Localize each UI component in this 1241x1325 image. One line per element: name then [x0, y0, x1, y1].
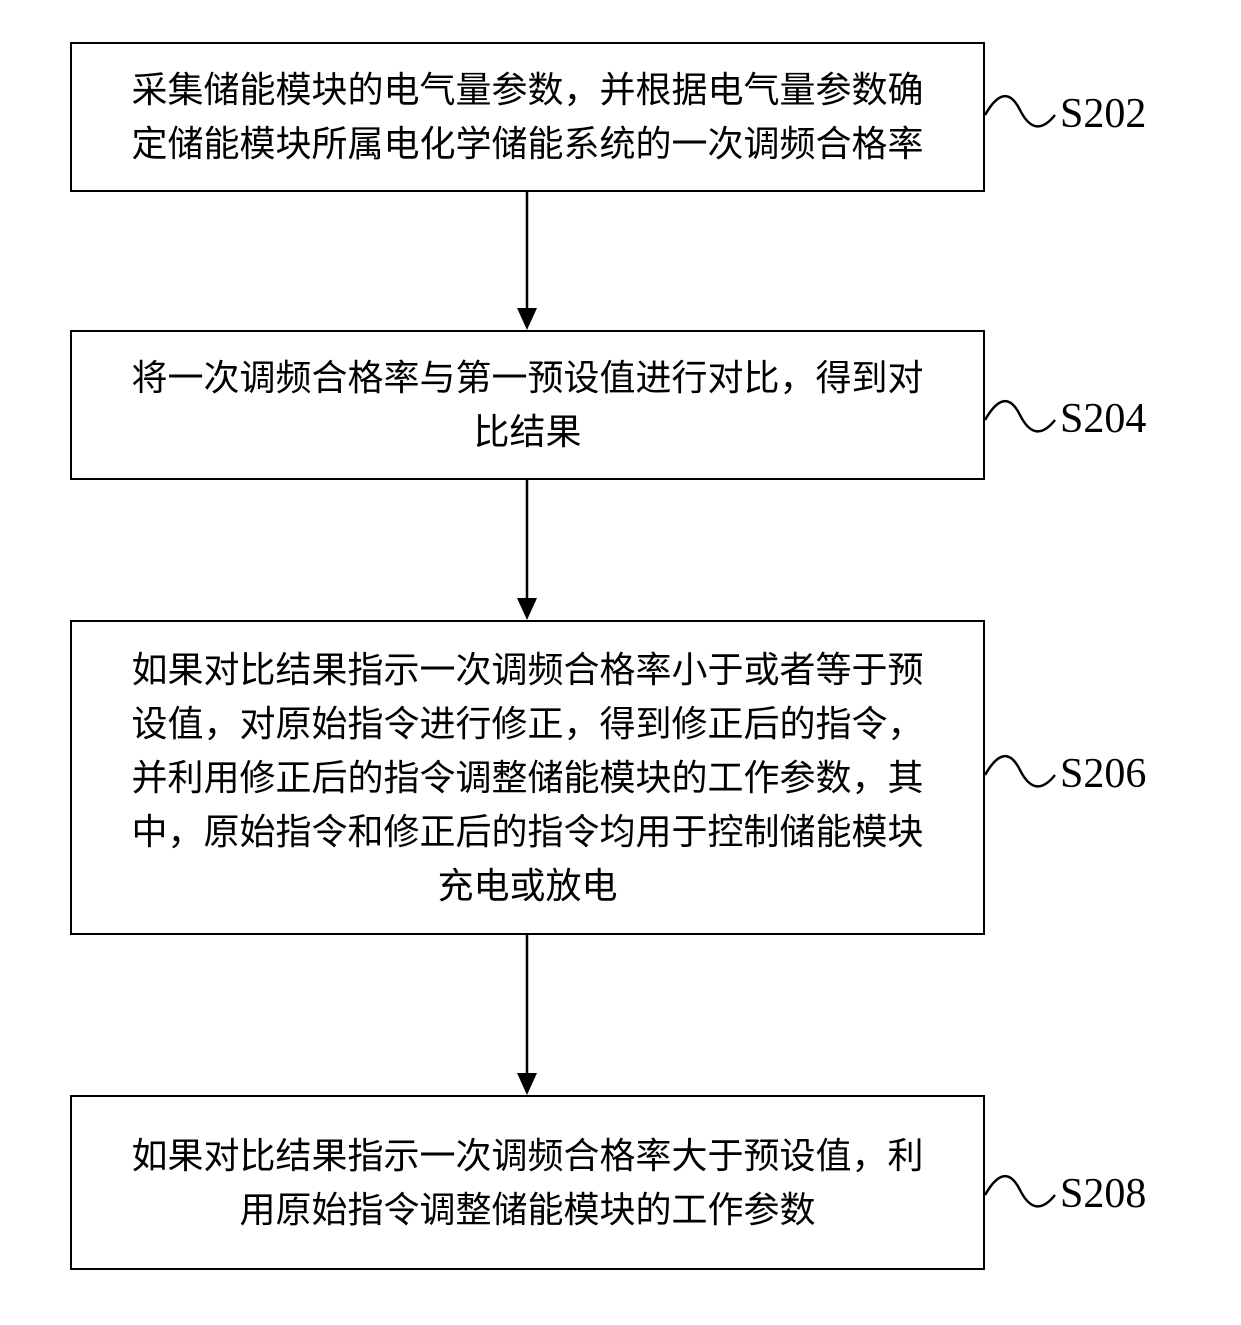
arrow-s206-s208	[517, 935, 537, 1095]
label-connector-s206	[985, 750, 1055, 800]
step-label-s204: S204	[1060, 395, 1146, 443]
label-connector-s208	[985, 1170, 1055, 1220]
step-label-s208: S208	[1060, 1170, 1146, 1218]
flowchart-node-s206: 如果对比结果指示一次调频合格率小于或者等于预 设值，对原始指令进行修正，得到修正…	[70, 620, 985, 935]
label-connector-s204	[985, 395, 1055, 445]
flowchart-node-s208: 如果对比结果指示一次调频合格率大于预设值，利 用原始指令调整储能模块的工作参数	[70, 1095, 985, 1270]
step-label-s202: S202	[1060, 90, 1146, 138]
node-text: 如果对比结果指示一次调频合格率小于或者等于预 设值，对原始指令进行修正，得到修正…	[131, 643, 923, 913]
step-label-s206: S206	[1060, 750, 1146, 798]
flowchart-container: 采集储能模块的电气量参数，并根据电气量参数确 定储能模块所属电化学储能系统的一次…	[0, 0, 1241, 1325]
node-text: 将一次调频合格率与第一预设值进行对比，得到对 比结果	[131, 351, 923, 459]
node-text: 如果对比结果指示一次调频合格率大于预设值，利 用原始指令调整储能模块的工作参数	[131, 1129, 923, 1237]
flowchart-node-s202: 采集储能模块的电气量参数，并根据电气量参数确 定储能模块所属电化学储能系统的一次…	[70, 42, 985, 192]
arrow-s202-s204	[517, 192, 537, 330]
arrow-s204-s206	[517, 480, 537, 620]
label-connector-s202	[985, 90, 1055, 140]
node-text: 采集储能模块的电气量参数，并根据电气量参数确 定储能模块所属电化学储能系统的一次…	[131, 63, 923, 171]
flowchart-node-s204: 将一次调频合格率与第一预设值进行对比，得到对 比结果	[70, 330, 985, 480]
